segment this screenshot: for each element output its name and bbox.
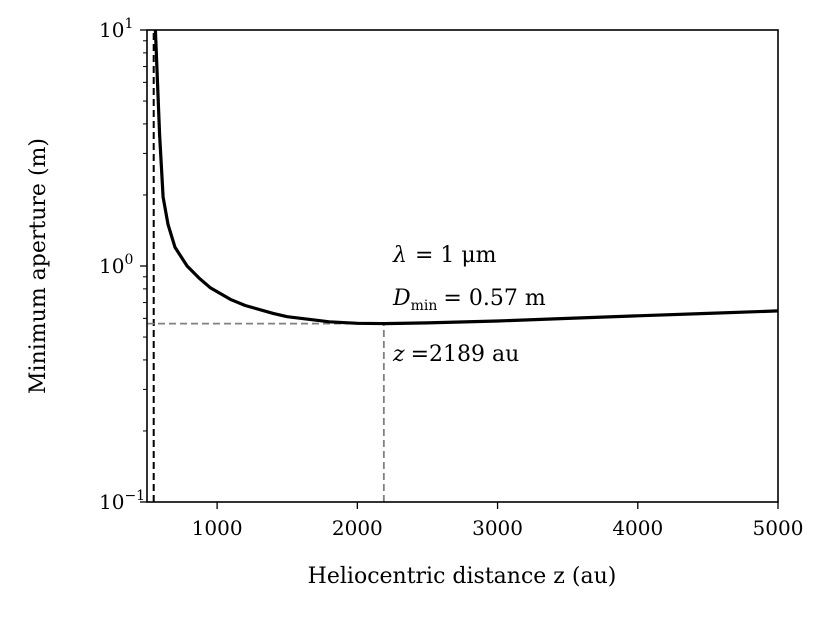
x-axis-label: Heliocentric distance z (au) (308, 564, 617, 589)
y-tick-label: 100 (99, 252, 133, 278)
annotation-z: z =2189 au (392, 342, 519, 367)
x-tick-label: 3000 (472, 516, 523, 540)
x-tick-label: 2000 (332, 516, 383, 540)
annotation-lambda: λ = 1 μm (392, 243, 497, 268)
series-line (153, 29, 779, 326)
y-tick-label: 101 (99, 16, 133, 42)
y-axis-label: Minimum aperture (m) (26, 138, 51, 394)
x-tick-label: 5000 (753, 516, 804, 540)
x-tick-label: 1000 (192, 516, 243, 540)
annotation-dmin: Dmin = 0.57 m (392, 286, 546, 314)
x-tick-label: 4000 (612, 516, 663, 540)
y-tick-label: 10−1 (99, 488, 145, 514)
